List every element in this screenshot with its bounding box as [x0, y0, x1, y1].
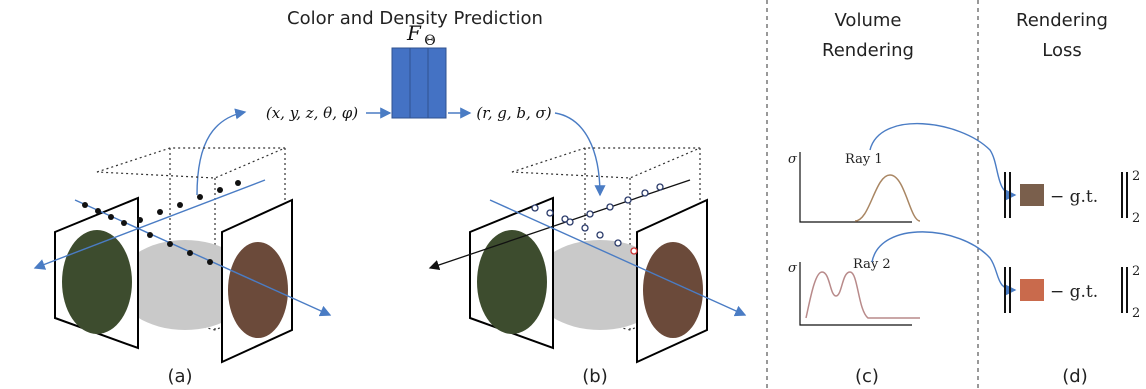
axis-label: σ [788, 152, 798, 167]
caption: (a) [167, 366, 192, 387]
network-label: F [406, 21, 422, 45]
network [392, 48, 446, 118]
color-swatch [1020, 279, 1044, 301]
scene-b [430, 148, 745, 362]
section-title: Volume [835, 10, 902, 31]
subscript: 2 [1132, 306, 1140, 321]
color-swatch [1020, 184, 1044, 206]
network-input: (x, y, z, θ, φ) [266, 104, 358, 122]
scene-a [35, 148, 330, 362]
caption: (b) [582, 366, 607, 387]
ray-label: Ray 1 [845, 152, 883, 167]
loss-term: − g.t. [1050, 282, 1098, 302]
loss-term: − g.t. [1050, 187, 1098, 207]
superscript: 2 [1132, 264, 1140, 279]
superscript: 2 [1132, 169, 1140, 184]
subscript: 2 [1132, 211, 1140, 226]
section-title: Rendering [1016, 10, 1108, 31]
axis-label: σ [788, 261, 798, 276]
arrow [872, 232, 1015, 290]
network-output: (r, g, b, σ) [476, 104, 551, 122]
caption: (d) [1062, 366, 1087, 387]
caption: (c) [855, 366, 879, 387]
ray-label: Ray 2 [853, 257, 891, 272]
section-title: Rendering [822, 40, 914, 61]
figure: Color and Density Prediction F Θ (x, y, … [0, 0, 1146, 389]
network-label-sub: Θ [424, 33, 435, 49]
arrow [870, 124, 1015, 195]
section-title: Loss [1042, 40, 1081, 61]
arrow [555, 113, 600, 195]
